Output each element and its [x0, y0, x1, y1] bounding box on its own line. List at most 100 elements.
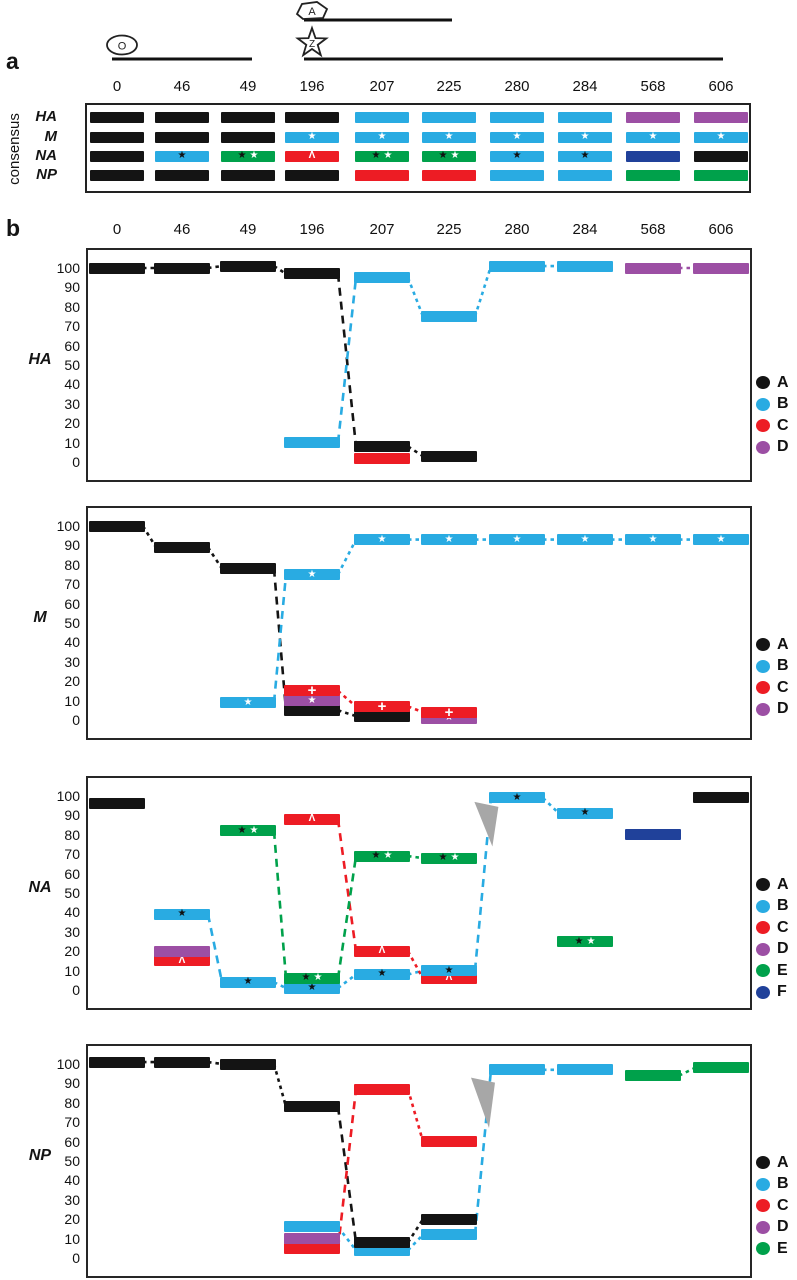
chart-bar-NP-B [284, 1221, 340, 1233]
star-white-marker: ★ [444, 533, 454, 545]
series-lines [143, 264, 695, 458]
legend-letter: A [777, 875, 789, 893]
consensus-bar [558, 111, 612, 123]
series-line-A [337, 709, 357, 718]
legend-letter: A [777, 635, 789, 653]
legend-dot [756, 878, 770, 892]
series-line-B [336, 538, 358, 576]
star-black-marker: ★ [371, 850, 381, 862]
y-tick-label: 30 [64, 653, 80, 670]
legend-item: B [756, 896, 789, 918]
legend-letter: B [777, 897, 789, 915]
chart-bar-NP-B [489, 1064, 545, 1076]
series-line-A [336, 1106, 358, 1243]
consensus-row-label: NP [36, 166, 57, 183]
chart-bar-NP-A [89, 1056, 145, 1068]
legend-letter: D [777, 438, 789, 456]
chart-bar-M-B: ★ [489, 534, 545, 546]
panel-b-column-label: 225 [436, 221, 462, 238]
consensus-bar [285, 169, 339, 181]
chart-bar-HA-D [625, 262, 681, 274]
chart-bar-NP-E [625, 1070, 681, 1082]
y-tick-label: 40 [64, 376, 80, 393]
series-line-A [407, 445, 424, 458]
chart-bar-NA-B: ★ [421, 965, 477, 977]
y-tick-label: 0 [72, 1250, 80, 1266]
legend-dot [756, 899, 770, 913]
star-white-marker: ★ [580, 131, 590, 142]
star-white-marker: ★ [586, 935, 596, 947]
panel-b-column-label: 568 [640, 221, 666, 238]
y-tick-label: 70 [64, 1114, 80, 1131]
star-white-marker: ★ [450, 150, 460, 161]
consensus-bar: ★ [155, 150, 209, 162]
star-black-marker: ★ [177, 150, 187, 161]
legend-dot [756, 964, 770, 978]
legend-letter: E [777, 1239, 788, 1257]
consensus-bar: ★ [285, 131, 339, 143]
series-line-B [473, 265, 493, 317]
star-white-marker: ★ [243, 696, 253, 708]
chart-bar-NA-B: ★ [220, 976, 276, 988]
legend-item: B [756, 394, 789, 416]
panel-a-column-label: 284 [572, 78, 598, 95]
y-tick-label: 0 [72, 454, 80, 470]
legend-dot [756, 1156, 770, 1170]
chart-bar-M-B: ★ [421, 533, 477, 546]
series-line-B [272, 574, 288, 703]
star-black-marker: ★ [377, 968, 387, 980]
y-tick-label: 60 [64, 865, 80, 882]
oval-o-icon [106, 34, 138, 56]
chart-bar-HA-A [89, 262, 145, 274]
star-white-marker: ★ [444, 131, 454, 142]
chart-bar-M-B: ★ [625, 534, 681, 546]
y-tick-label: 0 [72, 982, 80, 998]
chart-bar-NA-B: ★ [284, 982, 340, 994]
legend-item: E [756, 960, 789, 982]
legend-letter: A [777, 1153, 789, 1171]
series-line-B [407, 969, 424, 976]
y-tick-label: 60 [64, 337, 80, 354]
legend-item: C [756, 1195, 789, 1217]
consensus-bar [155, 169, 209, 181]
legend-letter: C [777, 678, 789, 696]
legend-item: C [756, 677, 789, 699]
panel-a-column-label: 196 [299, 78, 325, 95]
consensus-bar [626, 169, 680, 181]
star-white-marker: ★ [716, 533, 726, 545]
chart-plot-box [85, 1043, 752, 1278]
chart-bar-M-B: ★ [220, 696, 276, 709]
series-line-E [272, 830, 288, 979]
legend-letter: B [777, 395, 789, 413]
legend-letter: F [777, 983, 787, 1001]
y-tick-label: 100 [56, 788, 80, 804]
star-white-marker: ★ [313, 972, 323, 984]
star-black-marker: ★ [301, 972, 311, 984]
y-tick-label: 40 [64, 1172, 80, 1189]
star-white-marker: ★ [383, 850, 393, 862]
oval-o-symbol: O [118, 41, 127, 53]
chart-bar-NA-F [625, 829, 681, 841]
consensus-bar [694, 150, 748, 162]
consensus-bar [90, 131, 144, 143]
legend-item: C [756, 415, 789, 437]
y-tick-label: 10 [64, 962, 80, 979]
chart-bar-NA-E: ★ ★ [354, 850, 410, 862]
consensus-row-label: M [44, 128, 58, 145]
series-line-B [206, 914, 224, 983]
series-lines [143, 1060, 696, 1252]
consensus-bar: ★ [558, 131, 612, 143]
legend-letter: C [777, 416, 789, 434]
chart-bar-M-A [284, 704, 340, 716]
chart-bar-M-C: + [284, 683, 340, 698]
consensus-bar: ★ ★ [422, 150, 476, 162]
chart-bar-NA-A [693, 792, 749, 804]
chart-bar-NP-C [354, 1083, 410, 1095]
star-z-icon [295, 25, 329, 58]
y-tick-label: 20 [64, 1211, 80, 1228]
consensus-bar [626, 111, 680, 123]
chart-bar-M-A [220, 563, 276, 575]
consensus-row-label: HA [35, 108, 57, 125]
consensus-bar [90, 111, 144, 123]
